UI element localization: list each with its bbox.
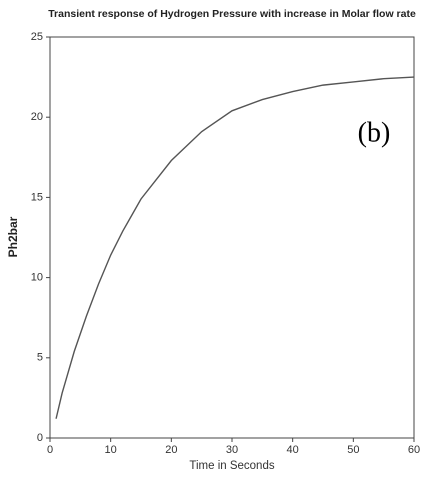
y-tick-label: 10 xyxy=(31,272,43,284)
x-tick-label: 10 xyxy=(105,444,117,456)
x-tick-label: 0 xyxy=(47,444,53,456)
x-tick-label: 20 xyxy=(165,444,177,456)
x-tick-label: 50 xyxy=(347,444,359,456)
y-axis-label: Ph2bar xyxy=(6,216,20,257)
data-line xyxy=(55,76,415,419)
y-tick-label: 15 xyxy=(31,191,43,203)
y-tick-label: 0 xyxy=(37,432,43,444)
x-tick-label: 40 xyxy=(287,444,299,456)
chart-title: Transient response of Hydrogen Pressure … xyxy=(48,8,416,20)
x-axis-label: Time in Seconds xyxy=(189,460,274,472)
x-tick-label: 30 xyxy=(226,444,238,456)
y-tick-label: 5 xyxy=(37,352,43,364)
y-tick-label: 20 xyxy=(31,111,43,123)
plot-frame xyxy=(49,36,415,439)
y-tick-label: 25 xyxy=(31,31,43,43)
annotation: (b) xyxy=(358,117,391,148)
x-tick-label: 60 xyxy=(408,444,420,456)
